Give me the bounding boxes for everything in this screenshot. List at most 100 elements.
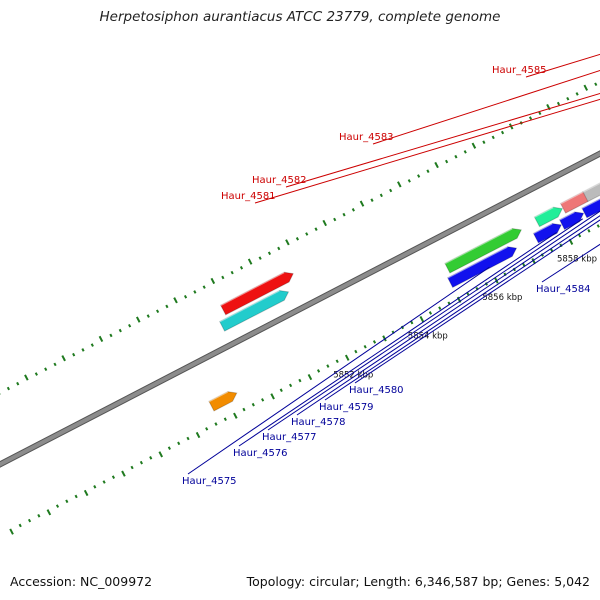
gene-label: Haur_4580 [349, 385, 404, 396]
top-strand-tick [434, 161, 439, 169]
bottom-strand-tick [298, 378, 302, 383]
bottom-label-leader [187, 266, 490, 475]
bottom-strand-tick [195, 431, 201, 439]
bottom-strand-tick [550, 248, 554, 252]
top-strand-tick [500, 130, 505, 135]
top-strand-tick [53, 362, 57, 367]
top-strand-tick [471, 142, 477, 149]
bottom-label-leader [541, 243, 600, 283]
bottom-strand-tick [186, 436, 190, 441]
top-strand-tick [277, 246, 281, 251]
top-strand-tick [135, 316, 141, 323]
top-strand-tick [351, 208, 355, 212]
top-label-leader [372, 70, 600, 145]
gene-highlight [533, 206, 554, 218]
gene-arrow [582, 182, 600, 203]
top-strand-tick [389, 188, 393, 193]
bottom-strand-tick [223, 417, 227, 421]
bottom-strand-tick [326, 364, 330, 368]
top-label-leader [254, 98, 600, 204]
bottom-strand-tick [335, 359, 339, 364]
bottom-strand-tick [37, 514, 41, 518]
top-strand-tick [90, 343, 94, 347]
gene-label: Haur_4578 [291, 417, 346, 428]
top-strand-tick [221, 275, 225, 280]
top-strand-tick [247, 258, 253, 265]
top-strand-tick [165, 304, 169, 309]
ruler-label: 5856 kbp [482, 293, 522, 303]
gene-highlight [447, 245, 508, 279]
bottom-strand-tick [261, 398, 265, 402]
bottom-label-leader [354, 219, 600, 384]
bottom-strand-tick [55, 504, 60, 508]
top-strand-tick [109, 333, 113, 338]
top-strand-tick [183, 294, 188, 299]
bottom-strand-tick [214, 422, 218, 426]
gene-label: Haur_4581 [221, 191, 276, 202]
top-label-leader [285, 93, 600, 188]
bottom-strand-tick [251, 402, 255, 407]
bottom-strand-tick [27, 518, 32, 523]
top-strand-tick [482, 140, 486, 145]
bottom-strand-tick [83, 489, 89, 497]
bottom-strand-tick [316, 369, 321, 373]
gene-highlight [219, 289, 280, 323]
bottom-label-leader [296, 210, 600, 416]
bottom-strand-tick [205, 427, 209, 431]
top-strand-tick [305, 232, 309, 236]
gene-label: Haur_4582 [252, 175, 307, 186]
gene-label: Haur_4576 [233, 448, 288, 459]
top-strand-tick [379, 193, 383, 198]
gene-label: Haur_4579 [319, 402, 374, 413]
bottom-strand-tick [382, 335, 387, 342]
top-strand-tick [426, 169, 430, 173]
bottom-strand-tick [9, 528, 14, 535]
bottom-strand-tick [65, 499, 69, 504]
top-strand-tick [98, 335, 104, 343]
bottom-strand-tick [596, 224, 600, 228]
top-strand-tick [454, 154, 458, 159]
bottom-strand-tick [587, 229, 591, 233]
bottom-strand-tick [18, 523, 22, 528]
bottom-strand-tick [289, 383, 293, 388]
gene-highlight [559, 211, 575, 221]
top-strand-tick [575, 92, 579, 96]
top-strand-tick [239, 266, 244, 270]
bottom-strand-tick [233, 412, 238, 419]
bottom-strand-tick [102, 480, 106, 484]
top-strand-tick [24, 374, 29, 381]
top-strand-tick [407, 179, 411, 183]
bottom-strand-tick [363, 344, 367, 349]
bottom-strand-tick [279, 388, 283, 393]
bottom-strand-tick [242, 407, 246, 412]
bottom-strand-tick [158, 451, 164, 458]
top-strand-tick [556, 101, 561, 106]
top-strand-tick [333, 217, 337, 222]
ruler-label: 5852 kbp [333, 370, 373, 380]
bottom-strand-tick [46, 509, 52, 516]
bottom-strand-tick [111, 475, 116, 479]
bottom-strand-tick [344, 354, 350, 361]
top-strand-tick [118, 328, 122, 333]
bottom-strand-tick [354, 349, 358, 354]
bottom-strand-tick [438, 306, 442, 310]
top-strand-tick [528, 116, 533, 120]
gene-highlight [582, 181, 600, 193]
bottom-strand-tick [149, 456, 153, 460]
bottom-strand-tick [130, 465, 134, 470]
top-strand-tick [370, 198, 374, 202]
top-strand-tick [210, 277, 216, 285]
accession-text: Accession: NC_009972 [10, 574, 153, 589]
top-strand-tick [146, 314, 150, 318]
top-strand-tick [258, 256, 262, 260]
bottom-strand-tick [419, 315, 425, 323]
bottom-label-leader [267, 218, 584, 431]
gene-highlight [560, 190, 584, 205]
top-strand-tick [72, 352, 76, 357]
top-strand-tick [359, 200, 365, 207]
gene-highlight [220, 271, 285, 306]
top-strand-tick [6, 386, 10, 391]
ruler-label: 5854 kbp [408, 332, 448, 342]
bottom-strand-tick [74, 494, 78, 499]
